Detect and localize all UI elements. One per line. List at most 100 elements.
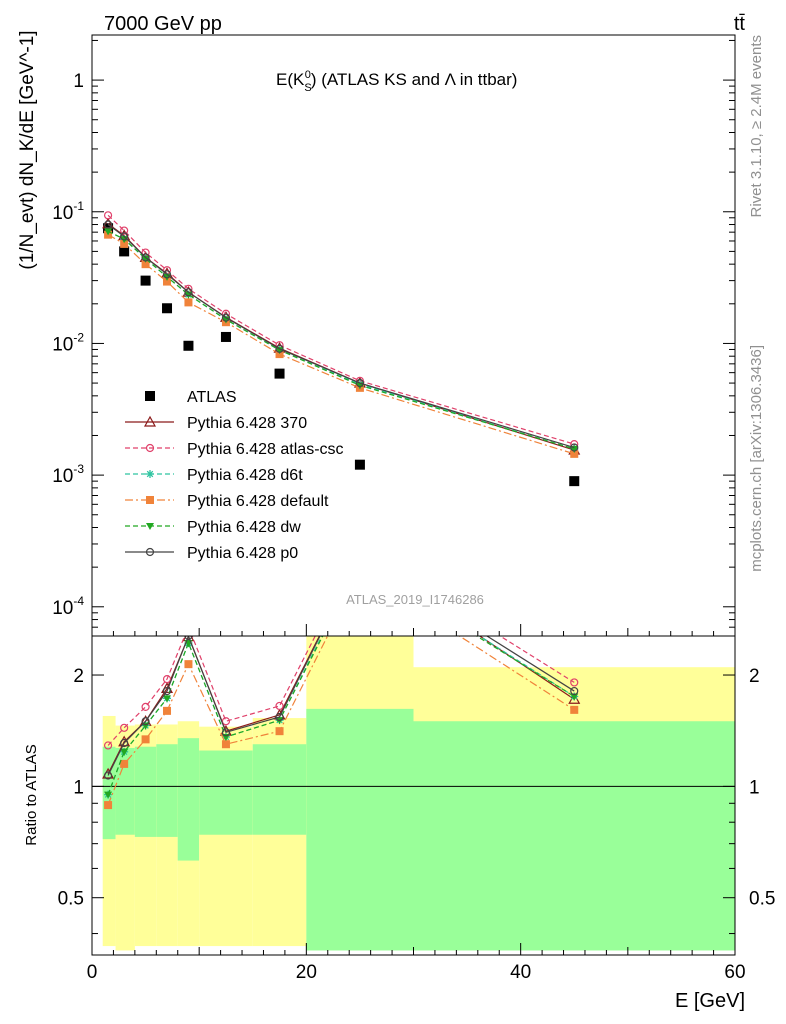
main-series (104, 228, 579, 453)
marker-circle (275, 701, 284, 711)
x-tick-label: 0 (87, 962, 98, 983)
y-tick-label: 1 (73, 71, 84, 92)
marker-square (140, 275, 151, 286)
series-line (107, 230, 575, 450)
marker-triangle-down (275, 347, 284, 355)
y-tick-label: 10-2 (52, 330, 84, 355)
marker-circle (221, 728, 231, 737)
legend-entry: ATLAS (145, 389, 237, 406)
ratio-band-green (177, 738, 200, 861)
marker-square (163, 277, 172, 286)
legend-entry: Pythia 6.428 dw (125, 519, 301, 536)
legend-entry: Pythia 6.428 atlas-csc (125, 441, 344, 458)
marker-circle (145, 443, 155, 453)
marker-square (221, 740, 230, 749)
ratio-y-tick-label-right: 2 (749, 666, 760, 687)
legend-entry: Pythia 6.428 p0 (125, 545, 298, 562)
marker-circle (162, 270, 172, 279)
marker-square (184, 660, 193, 669)
marker-square (183, 340, 194, 351)
ratio-y-tick-label: 2 (73, 666, 84, 687)
legend-label: Pythia 6.428 default (187, 493, 329, 510)
marker-circle (221, 313, 231, 322)
marker-triangle-down (146, 523, 154, 530)
marker-square (354, 459, 365, 470)
marker-circle (162, 674, 172, 684)
marker-triangle (143, 415, 157, 427)
marker-square (162, 303, 173, 314)
rivet-label: Rivet 3.1.10, ≥ 2.4M events (748, 35, 765, 218)
marker-square (104, 801, 113, 810)
analysis-id: ATLAS_2019_I1746286 (346, 592, 484, 607)
ratio-uncertainty-bands (102, 636, 735, 951)
main-series (102, 217, 581, 455)
marker-circle (103, 771, 113, 780)
marker-triangle-down (104, 791, 113, 799)
ratio-series (103, 636, 579, 780)
ratio-band-green (134, 746, 157, 837)
marker-triangle-down (570, 445, 579, 453)
ratio-series (103, 636, 579, 750)
ratio-band-green (115, 747, 135, 835)
ratio-line (107, 636, 575, 776)
marker-circle (570, 443, 579, 452)
legend-label: Pythia 6.428 370 (187, 415, 307, 432)
series-line (107, 214, 575, 445)
marker-square (141, 735, 150, 744)
legend-label: Pythia 6.428 dw (187, 519, 301, 536)
legend-entry: Pythia 6.428 d6t (125, 467, 303, 484)
ratio-line (107, 636, 575, 795)
ratio-curves (92, 636, 735, 810)
y-tick-label: 10-1 (52, 199, 84, 224)
marker-circle (103, 741, 113, 750)
series-line (107, 230, 575, 450)
beam-label: 7000 GeV pp (104, 13, 222, 35)
ratio-y-tick-label-right: 1 (749, 777, 760, 798)
y-tick-label: 10-3 (52, 462, 84, 487)
marker-circle (141, 717, 150, 726)
marker-circle (103, 220, 113, 229)
marker-circle (275, 712, 284, 722)
ratio-band-green (199, 750, 253, 835)
marker-circle (275, 344, 284, 353)
marker-circle (162, 686, 172, 696)
legend-label: ATLAS (187, 389, 237, 406)
marker-circle (120, 738, 129, 748)
ratio-band-green (413, 721, 735, 951)
marker-square (274, 368, 285, 379)
legend-label: Pythia 6.428 atlas-csc (187, 441, 344, 458)
legend-label: Pythia 6.428 d6t (187, 467, 303, 484)
marker-circle (120, 723, 129, 732)
ratio-band-green (252, 744, 307, 835)
marker-square (119, 246, 130, 257)
ratio-band-green (156, 744, 178, 837)
marker-star (146, 470, 154, 478)
ratio-band-green (306, 708, 414, 951)
main-series (103, 220, 579, 452)
ratio-line (107, 636, 575, 746)
marker-circle (103, 211, 113, 220)
main-series (103, 211, 579, 449)
marker-square (569, 476, 580, 487)
marker-square (141, 260, 150, 269)
site-label: mcplots.cern.ch [arXiv:1306.3436] (748, 345, 765, 572)
legend-label: Pythia 6.428 p0 (187, 545, 298, 562)
series-line (107, 223, 575, 451)
marker-circle (184, 636, 193, 641)
marker-triangle-down (570, 693, 579, 701)
marker-circle (570, 678, 579, 687)
series-line (107, 224, 575, 449)
legend-entry: Pythia 6.428 default (125, 493, 329, 510)
x-tick-label: 40 (510, 962, 531, 983)
marker-circle (141, 702, 150, 712)
main-y-axis-title: (1/N_evt) dN_K/dE [GeV^-1] (17, 30, 38, 269)
series-line (107, 234, 575, 455)
marker-square (184, 298, 193, 307)
ratio-y-tick-label-right: 0.5 (749, 889, 775, 910)
plot-title: E(KS0) (ATLAS KS and Λ in ttbar) (276, 69, 517, 94)
marker-circle (141, 253, 150, 262)
x-axis-title: E [GeV] (675, 990, 745, 1012)
marker-square (570, 449, 579, 458)
marker-square (163, 706, 172, 715)
